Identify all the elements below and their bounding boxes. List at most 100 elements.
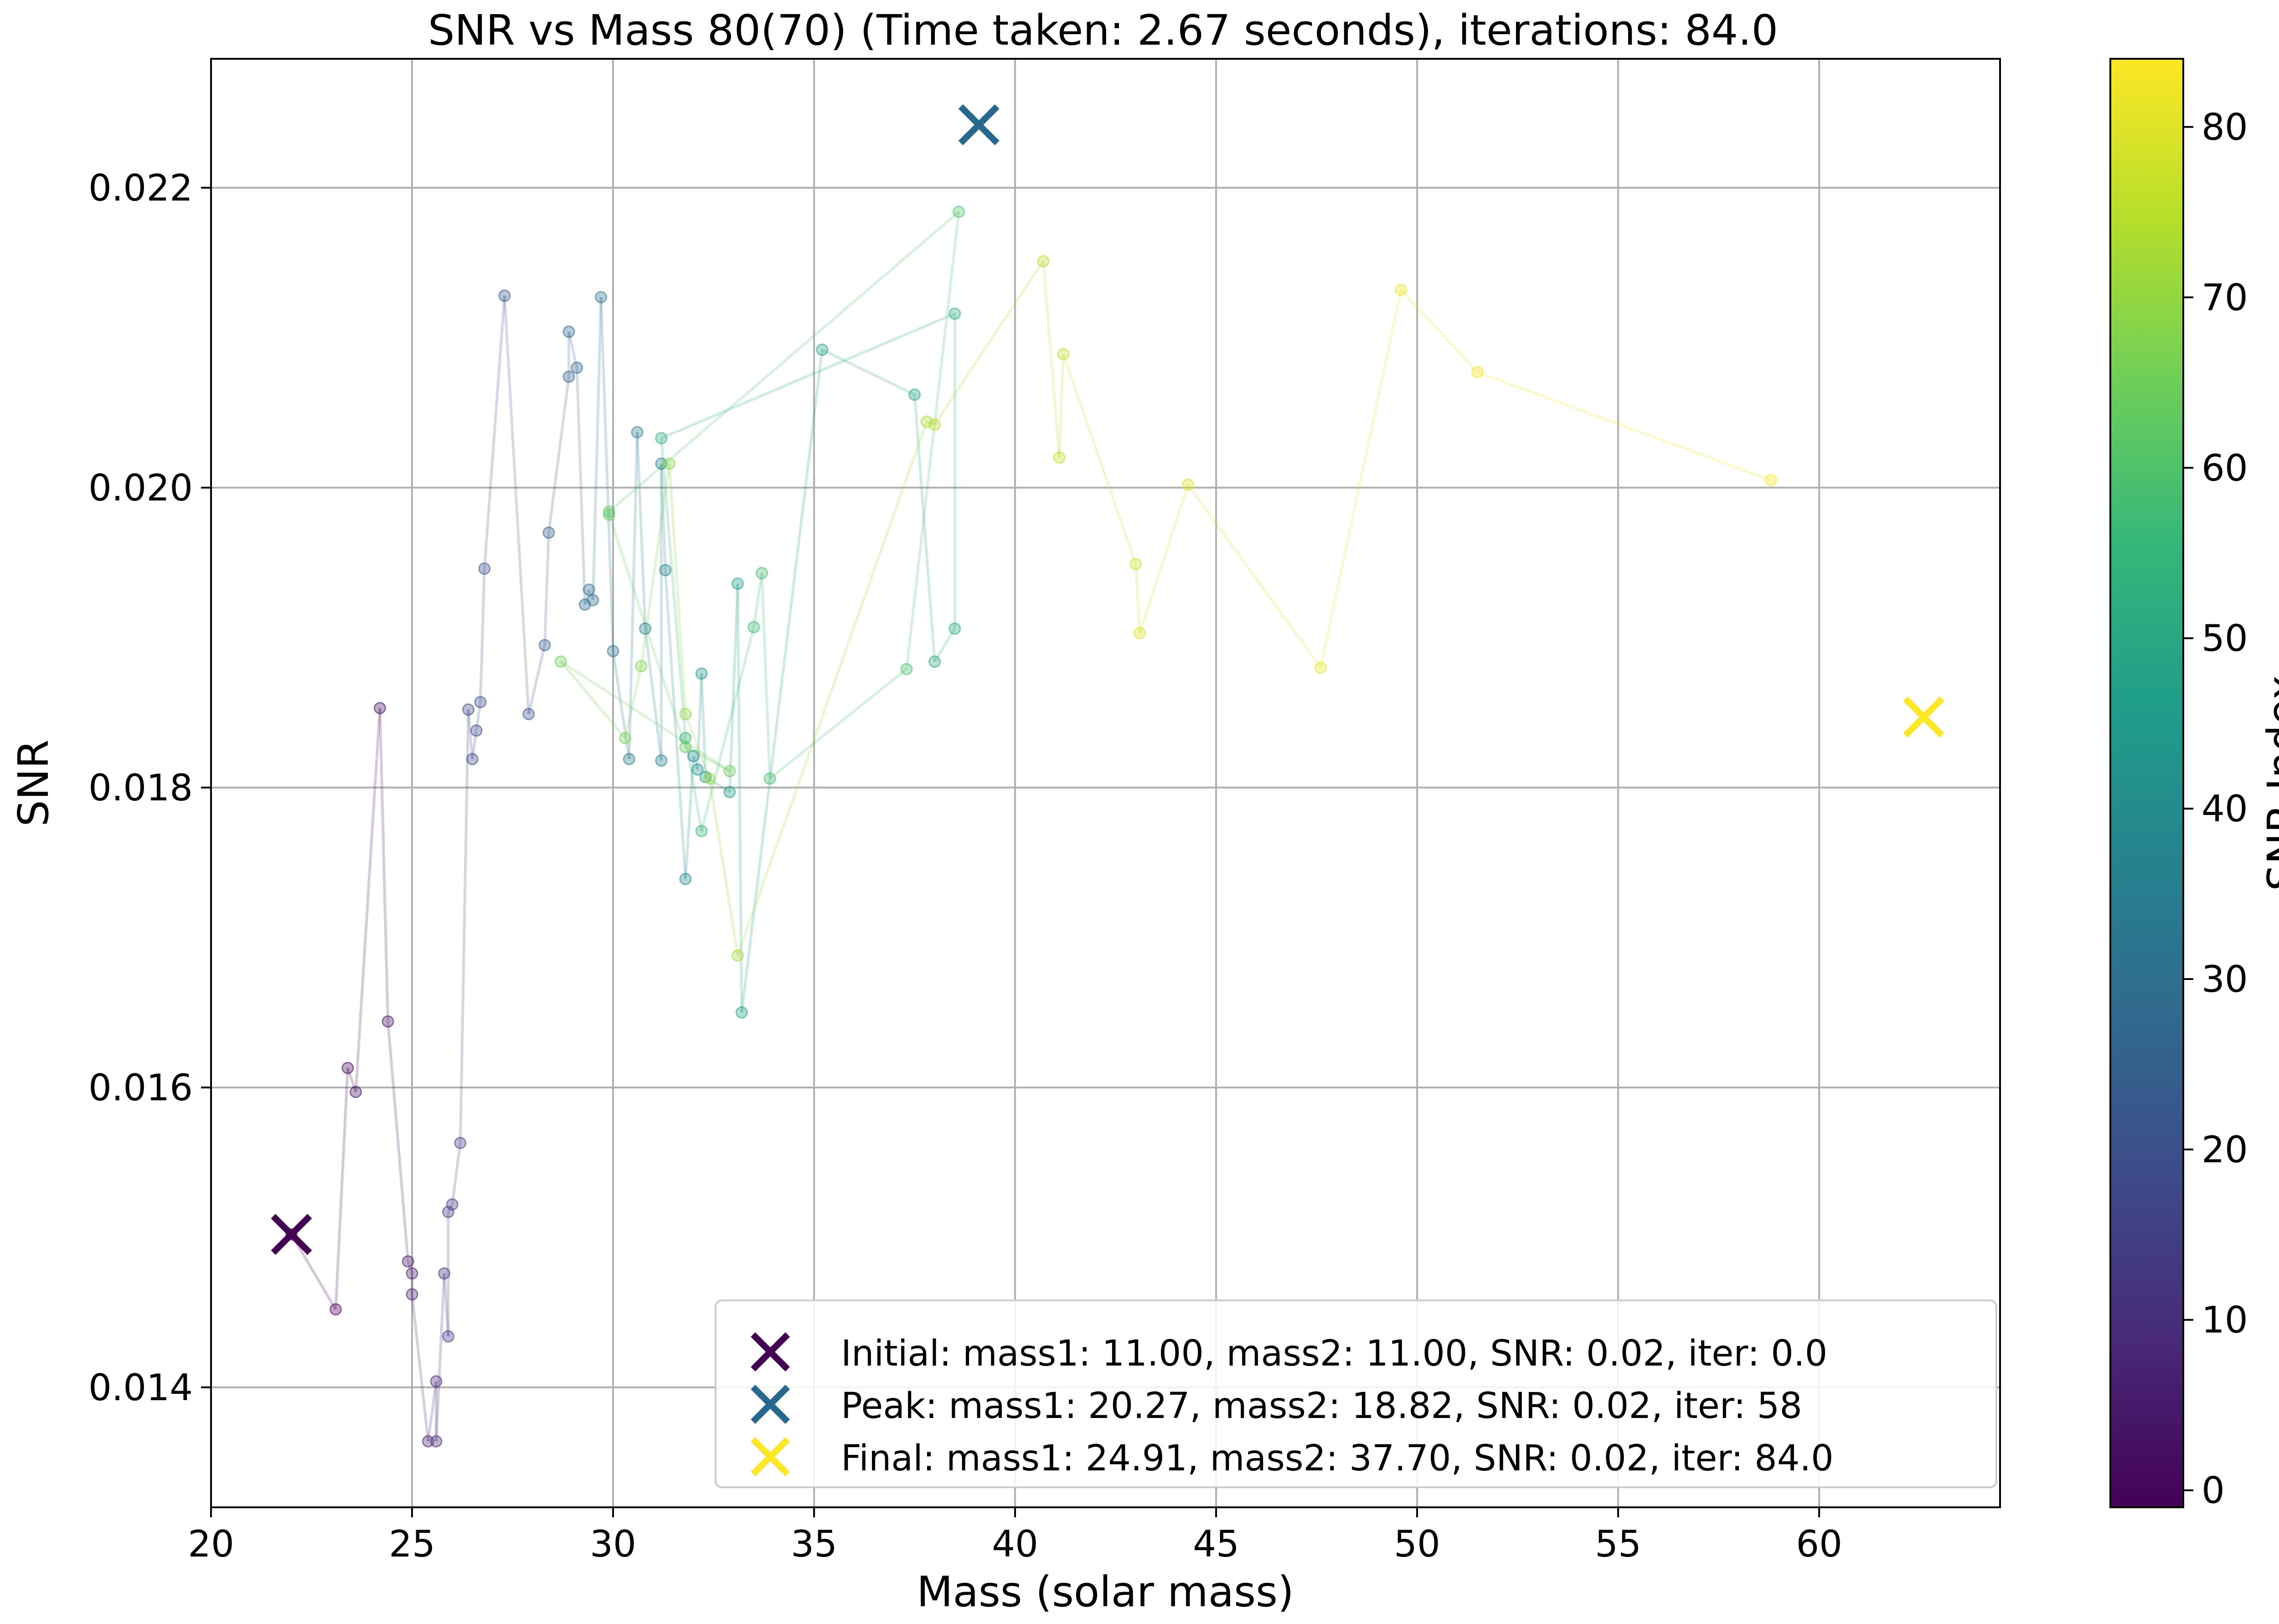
data-point-46 <box>731 577 744 590</box>
trajectory-segment-23 <box>527 644 547 715</box>
trajectory-segment-0 <box>290 1233 337 1310</box>
x-tick-label-1: 25 <box>389 1523 435 1565</box>
trajectory-segment-50 <box>933 628 956 663</box>
y-tick-label-4: 0.022 <box>88 167 193 209</box>
legend-marker-1-stroke-b <box>751 1385 790 1424</box>
colorbar-tick-label-0: 0 <box>2202 1469 2225 1512</box>
trajectory-segment-65 <box>560 660 626 739</box>
data-point-54 <box>679 732 692 744</box>
trajectory-lines <box>290 211 1772 1442</box>
legend-label-0: Initial: mass1: 11.00, mass2: 11.00, SNR… <box>841 1333 1827 1374</box>
trajectory-segment-9 <box>427 1381 438 1442</box>
data-point-70 <box>703 772 716 785</box>
data-point-17 <box>462 703 474 716</box>
data-point-24 <box>538 639 551 651</box>
data-point-22 <box>498 289 511 302</box>
data-point-23 <box>522 708 535 721</box>
colorbar-tick-label-3: 30 <box>2202 958 2248 1000</box>
data-point-60 <box>953 206 965 218</box>
trajectory-segment-59 <box>905 211 960 670</box>
data-point-53 <box>655 432 668 444</box>
data-point-28 <box>571 361 583 374</box>
data-point-1 <box>329 1303 342 1316</box>
plot-frame <box>210 58 2001 1508</box>
data-point-26 <box>562 370 575 383</box>
data-point-69 <box>679 708 692 721</box>
trajectory-segment-29 <box>583 589 590 605</box>
trajectory-segment-69 <box>684 713 711 779</box>
final-marker <box>1903 696 1944 738</box>
data-point-3 <box>350 1086 362 1098</box>
data-point-25 <box>542 526 555 539</box>
data-point-82 <box>1471 366 1484 379</box>
y-tick-label-2: 0.018 <box>88 767 193 809</box>
highlight-markers <box>271 104 1944 1255</box>
trajectory-segment-39 <box>664 570 687 879</box>
data-point-30 <box>583 583 595 596</box>
legend-box <box>715 1299 1997 1488</box>
y-tick-label-1: 0.016 <box>88 1067 193 1109</box>
trajectory-segment-57 <box>760 573 772 779</box>
data-point-11 <box>430 1435 443 1448</box>
data-point-18 <box>466 753 479 765</box>
data-point-59 <box>900 663 913 675</box>
trajectory-segment-52 <box>660 312 955 440</box>
trajectory-segment-60 <box>608 211 960 513</box>
data-point-71 <box>731 949 744 962</box>
data-point-80 <box>1314 661 1327 674</box>
trajectory-segment-12 <box>443 1273 450 1337</box>
trajectory-segment-2 <box>346 1067 357 1093</box>
x-tick-label-0: 20 <box>188 1523 234 1565</box>
trajectory-segment-47 <box>740 349 824 1013</box>
data-point-16 <box>454 1137 467 1150</box>
trajectory-segment-66 <box>624 665 643 738</box>
initial-marker <box>271 1214 312 1255</box>
data-point-34 <box>623 753 635 765</box>
legend: Initial: mass1: 11.00, mass2: 11.00, SNR… <box>715 1299 1997 1488</box>
data-point-20 <box>474 696 487 708</box>
trajectory-segment-25 <box>547 376 570 533</box>
data-point-58 <box>763 772 776 785</box>
trajectory-segment-40 <box>684 756 695 879</box>
legend-marker-1 <box>751 1385 790 1424</box>
peak-marker <box>958 104 1000 145</box>
trajectory-segment-56 <box>752 572 763 628</box>
x-axis-label: Mass (solar mass) <box>917 1567 1294 1616</box>
data-point-51 <box>949 622 961 635</box>
data-point-41 <box>687 750 700 763</box>
trajectory-segment-31 <box>591 297 603 600</box>
data-point-50 <box>928 655 941 668</box>
chart-title: SNR vs Mass 80(70) (Time taken: 2.67 sec… <box>428 6 1778 55</box>
data-point-10 <box>430 1375 443 1388</box>
x-tick-label-8: 60 <box>1796 1523 1842 1565</box>
data-point-65 <box>554 655 567 668</box>
data-point-76 <box>1057 348 1070 361</box>
data-point-57 <box>755 567 768 579</box>
trajectory-segment-43 <box>700 673 707 777</box>
data-point-67 <box>635 660 648 672</box>
trajectory-segment-62 <box>608 514 687 748</box>
data-point-4 <box>373 702 386 715</box>
trajectory-segment-32 <box>599 297 615 651</box>
x-tick-label-7: 55 <box>1595 1523 1641 1565</box>
trajectory-segment-53 <box>660 438 687 738</box>
trajectory-segment-41 <box>692 755 699 770</box>
data-point-12 <box>438 1267 451 1280</box>
data-point-63 <box>679 741 692 753</box>
trajectory-segment-36 <box>644 628 663 761</box>
trajectory-segment-16 <box>459 709 470 1143</box>
data-point-40 <box>679 873 692 886</box>
data-point-13 <box>442 1330 454 1343</box>
data-point-15 <box>446 1198 459 1211</box>
trajectory-segment-55 <box>700 627 755 832</box>
data-point-68 <box>663 457 676 470</box>
trajectory-segment-82 <box>1477 371 1772 482</box>
data-point-36 <box>639 622 652 635</box>
peak-marker-stroke-b <box>958 104 1000 145</box>
legend-marker-0-stroke-b <box>751 1332 790 1371</box>
data-point-39 <box>659 564 672 577</box>
trajectory-segment-15 <box>451 1143 462 1205</box>
data-point-62 <box>603 508 615 521</box>
legend-marker-2 <box>751 1437 790 1476</box>
